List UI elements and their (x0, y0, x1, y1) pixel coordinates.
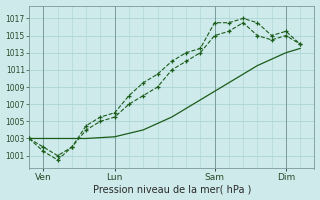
X-axis label: Pression niveau de la mer( hPa ): Pression niveau de la mer( hPa ) (92, 184, 251, 194)
